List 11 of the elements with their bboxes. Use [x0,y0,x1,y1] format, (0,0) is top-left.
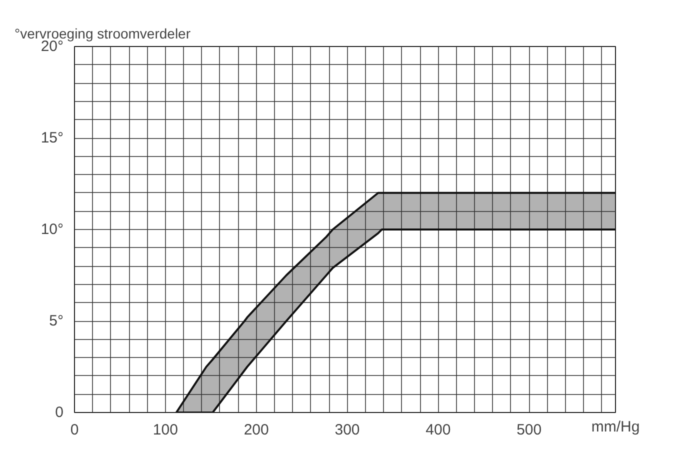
x-tick-label: 100 [152,422,178,438]
x-tick-label: 300 [334,422,360,438]
x-tick-label: 0 [70,422,79,438]
x-tick-label: 500 [516,422,542,438]
x-axis-title: mm/Hg [591,418,640,436]
y-tick-label: 15° [40,130,64,146]
y-tick-label: 5° [49,312,64,330]
x-tick-label: 200 [244,422,269,438]
y-tick-label: 0 [55,404,64,421]
y-tick-label: 10° [40,221,64,238]
x-tick-label: 400 [426,422,451,438]
